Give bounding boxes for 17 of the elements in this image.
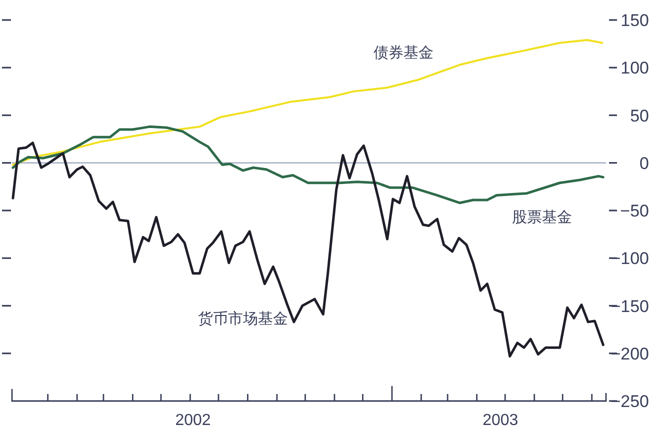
series-label: 债券基金: [373, 44, 434, 62]
line-series: [12, 39, 604, 166]
y-tick-label: −250: [610, 392, 649, 411]
y-tick-label: −100: [610, 249, 649, 268]
x-tick-label: 2002: [175, 412, 211, 428]
series-label: 股票基金: [512, 209, 572, 226]
y-tick-label: −150: [610, 296, 649, 316]
line-series: [12, 125, 604, 204]
y-tick-label: 0: [640, 154, 649, 173]
series-label: 货币市场基金: [198, 310, 288, 328]
line-series: [12, 142, 604, 358]
y-tick-label: 150: [620, 11, 649, 30]
x-tick-label: 2003: [482, 412, 518, 428]
y-tick-label: 50: [630, 106, 649, 126]
y-tick-label: 100: [620, 58, 649, 78]
y-tick-label: −200: [610, 344, 649, 364]
y-tick-label: −50: [620, 202, 649, 220]
